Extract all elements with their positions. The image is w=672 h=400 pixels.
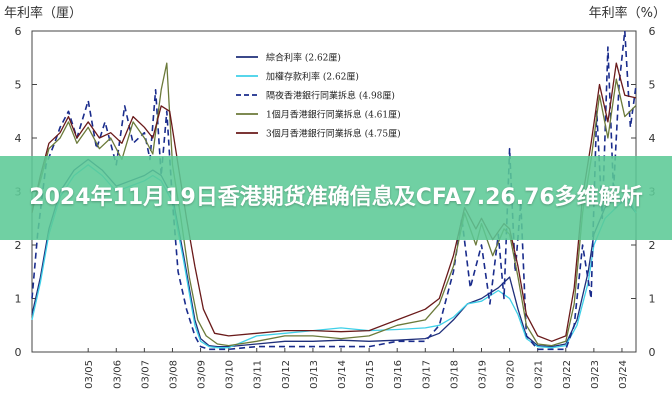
series-line <box>31 62 637 347</box>
x-tick-label: 03/11 <box>253 360 264 389</box>
x-tick-label: 03/23 <box>590 360 601 389</box>
y-left-tick-label: 6 <box>15 25 22 38</box>
x-tick-label: 03/15 <box>365 360 376 389</box>
series-lines <box>31 30 637 351</box>
y-left-tick-label: 5 <box>15 79 22 92</box>
y-left-tick-label: 2 <box>15 239 22 252</box>
banner-title: 2024年11月19日香港期货准确信息及CFA7.26.76多维解析 <box>29 185 643 210</box>
y-right-tick-label: 0 <box>649 346 656 359</box>
x-tick-label: 03/09 <box>197 360 208 389</box>
legend-label: 加權存款利率 (2.62厘) <box>266 71 359 83</box>
y-right-tick-label: 1 <box>649 293 656 306</box>
legend-label: 3個月香港銀行同業拆息 (4.75厘) <box>266 128 401 140</box>
y-right-tick-label: 6 <box>649 25 656 38</box>
x-tick-label: 03/19 <box>477 360 488 389</box>
series-line <box>31 30 637 351</box>
x-tick-label: 03/18 <box>449 360 460 389</box>
y-axis-right-label: 年利率（%） <box>588 6 666 21</box>
x-tick-label: 03/20 <box>506 360 517 389</box>
x-tick-label: 03/17 <box>421 360 432 389</box>
x-tick-label: 03/08 <box>168 360 179 389</box>
x-tick-label: 03/13 <box>309 360 320 389</box>
legend: 綜合利率 (2.62厘) 加權存款利率 (2.62厘) 隔夜香港銀行同業拆息 (4.… <box>236 52 401 140</box>
series-line <box>31 62 637 342</box>
x-axis: 03/05 03/06 03/07 03/08 03/09 03/10 03/11 03/12… <box>84 348 629 389</box>
y-right-tick-label: 4 <box>649 132 656 145</box>
y-right-tick-label: 2 <box>649 239 656 252</box>
x-tick-label: 03/10 <box>225 360 236 389</box>
legend-label: 隔夜香港銀行同業拆息 (4.98厘) <box>266 90 395 102</box>
legend-label: 綜合利率 (2.62厘) <box>266 52 341 64</box>
x-tick-label: 03/07 <box>140 360 151 389</box>
x-tick-label: 03/24 <box>618 360 629 389</box>
y-left-tick-label: 0 <box>15 346 22 359</box>
x-tick-label: 03/14 <box>337 360 348 389</box>
x-tick-label: 03/21 <box>534 360 545 389</box>
y-left-tick-label: 4 <box>15 132 22 145</box>
x-tick-label: 03/16 <box>393 360 404 389</box>
y-right-tick-label: 5 <box>649 79 656 92</box>
x-tick-label: 03/06 <box>112 360 123 389</box>
legend-label: 1個月香港銀行同業拆息 (4.61厘) <box>266 109 401 121</box>
x-tick-label: 03/22 <box>562 360 573 389</box>
x-tick-label: 03/12 <box>281 360 292 389</box>
y-axis-left-label: 年利率（厘） <box>4 6 83 21</box>
title-banner: 2024年11月19日香港期货准确信息及CFA7.26.76多维解析 <box>0 156 672 240</box>
y-left-tick-label: 1 <box>15 293 22 306</box>
x-tick-label: 03/05 <box>84 360 95 389</box>
